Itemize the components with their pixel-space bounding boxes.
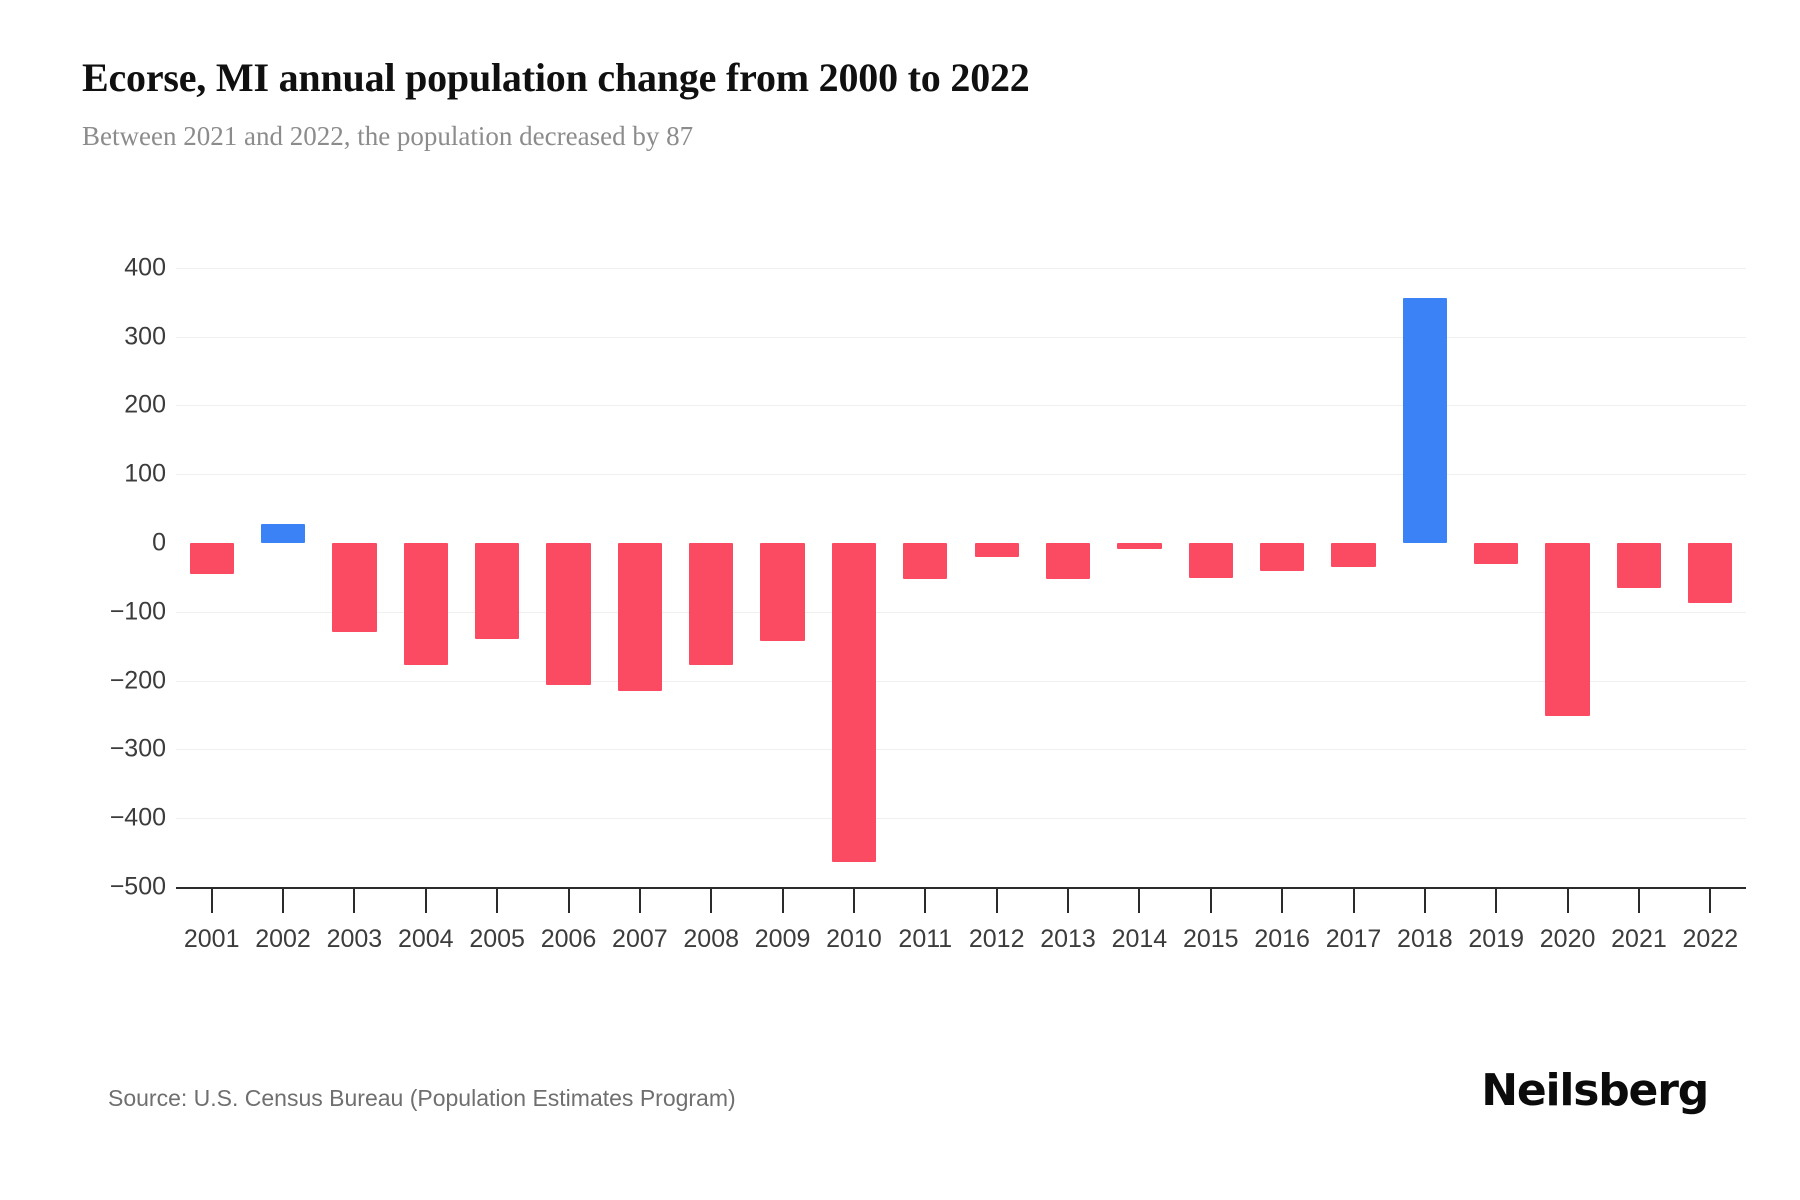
bar-2016[interactable] bbox=[1260, 543, 1305, 571]
bar-2011[interactable] bbox=[903, 543, 948, 579]
x-axis-tick-label: 2004 bbox=[397, 925, 454, 953]
x-axis-tick bbox=[1495, 889, 1498, 913]
x-axis-tick-label: 2006 bbox=[540, 925, 597, 953]
x-axis-tick bbox=[282, 889, 285, 913]
bar-2015[interactable] bbox=[1188, 543, 1233, 579]
gridline bbox=[176, 611, 1746, 613]
bar-2010[interactable] bbox=[831, 543, 877, 862]
y-axis-tick-label: 100 bbox=[124, 459, 166, 488]
gridline bbox=[176, 336, 1746, 338]
x-axis-tick bbox=[995, 889, 998, 913]
x-axis-tick bbox=[424, 889, 427, 913]
x-axis-tick-label: 2019 bbox=[1468, 925, 1525, 953]
x-axis-tick-label: 2022 bbox=[1682, 925, 1739, 953]
x-axis-tick bbox=[1566, 889, 1569, 913]
bar-2006[interactable] bbox=[546, 543, 591, 685]
x-axis-tick-label: 2021 bbox=[1611, 925, 1667, 953]
x-axis-tick bbox=[1281, 889, 1284, 913]
x-axis-tick bbox=[638, 889, 641, 913]
bar-2017[interactable] bbox=[1331, 543, 1376, 568]
x-axis-tick bbox=[1209, 889, 1212, 913]
y-axis-tick-label: 200 bbox=[124, 390, 166, 419]
chart-header: Ecorse, MI annual population change from… bbox=[82, 52, 1682, 156]
x-axis-tick-label: 2015 bbox=[1182, 925, 1239, 953]
bar-2005[interactable] bbox=[475, 543, 520, 639]
y-axis-tick-label: 400 bbox=[124, 253, 166, 282]
y-axis-tick-label: −400 bbox=[109, 803, 166, 832]
x-axis-tick-label: 2005 bbox=[469, 925, 525, 953]
y-axis-tick-label: −300 bbox=[109, 734, 166, 763]
x-axis-tick bbox=[1067, 889, 1070, 913]
bar-2009[interactable] bbox=[760, 543, 805, 641]
page-title: Ecorse, MI annual population change from… bbox=[82, 55, 1030, 100]
bar-2001[interactable] bbox=[189, 543, 234, 574]
y-axis-tick-label: −100 bbox=[109, 597, 166, 626]
x-axis-tick bbox=[210, 889, 213, 913]
x-axis-tick bbox=[1138, 889, 1141, 913]
gridline bbox=[176, 749, 1746, 751]
bar-2003[interactable] bbox=[332, 543, 377, 633]
bar-2021[interactable] bbox=[1616, 543, 1662, 588]
x-axis-tick-label: 2009 bbox=[754, 925, 811, 953]
bar-2020[interactable] bbox=[1545, 543, 1590, 717]
x-axis-tick bbox=[781, 889, 784, 913]
bar-2004[interactable] bbox=[403, 543, 448, 665]
x-axis-tick bbox=[1709, 889, 1712, 913]
x-axis-tick bbox=[1423, 889, 1426, 913]
x-axis-tick-label: 2013 bbox=[1040, 925, 1096, 953]
x-axis-tick bbox=[710, 889, 713, 913]
gridline bbox=[176, 267, 1746, 269]
gridline bbox=[176, 474, 1746, 476]
bar-2014[interactable] bbox=[1117, 543, 1162, 549]
x-axis-tick bbox=[924, 889, 927, 913]
bar-2022[interactable] bbox=[1688, 543, 1733, 603]
x-axis-tick-label: 2020 bbox=[1539, 925, 1596, 953]
y-axis-tick-label: −200 bbox=[109, 666, 166, 695]
x-axis-tick-label: 2016 bbox=[1254, 925, 1310, 953]
bar-2018[interactable] bbox=[1402, 298, 1447, 543]
y-axis-tick-label: 300 bbox=[124, 322, 166, 351]
x-axis-tick bbox=[353, 889, 356, 913]
bar-2007[interactable] bbox=[617, 543, 662, 691]
x-axis-tick bbox=[1637, 889, 1640, 913]
bar-2002[interactable] bbox=[260, 524, 306, 543]
y-axis-tick-label: −500 bbox=[109, 872, 166, 901]
x-axis-tick-label: 2007 bbox=[612, 925, 668, 953]
x-axis-tick-label: 2002 bbox=[255, 925, 311, 953]
x-axis-tick-label: 2010 bbox=[826, 925, 882, 953]
gridline bbox=[176, 405, 1746, 407]
x-axis-tick-label: 2014 bbox=[1111, 925, 1168, 953]
x-axis-tick bbox=[567, 889, 570, 913]
brand-logo: Neilsberg bbox=[1481, 1065, 1709, 1116]
x-axis-tick bbox=[1352, 889, 1355, 913]
x-axis-line bbox=[176, 887, 1746, 889]
bar-2019[interactable] bbox=[1474, 543, 1519, 565]
bar-2013[interactable] bbox=[1045, 543, 1091, 580]
gridline bbox=[176, 680, 1746, 682]
x-axis-tick bbox=[496, 889, 499, 913]
x-axis-tick-label: 2012 bbox=[968, 925, 1025, 953]
x-axis-tick-label: 2003 bbox=[326, 925, 383, 953]
bar-2012[interactable] bbox=[974, 543, 1019, 558]
x-axis-tick-label: 2008 bbox=[683, 925, 740, 953]
source-note: Source: U.S. Census Bureau (Population E… bbox=[108, 1085, 736, 1111]
y-axis-tick-label: 0 bbox=[152, 528, 166, 557]
gridline bbox=[176, 818, 1746, 820]
x-axis-tick-label: 2011 bbox=[898, 925, 953, 953]
x-axis-tick-label: 2017 bbox=[1325, 925, 1382, 953]
x-axis-tick-label: 2018 bbox=[1397, 925, 1453, 953]
x-axis-tick bbox=[852, 889, 855, 913]
x-axis-tick-label: 2001 bbox=[183, 925, 240, 953]
chart-subtitle: Between 2021 and 2022, the population de… bbox=[82, 121, 694, 151]
bar-2008[interactable] bbox=[689, 543, 734, 666]
